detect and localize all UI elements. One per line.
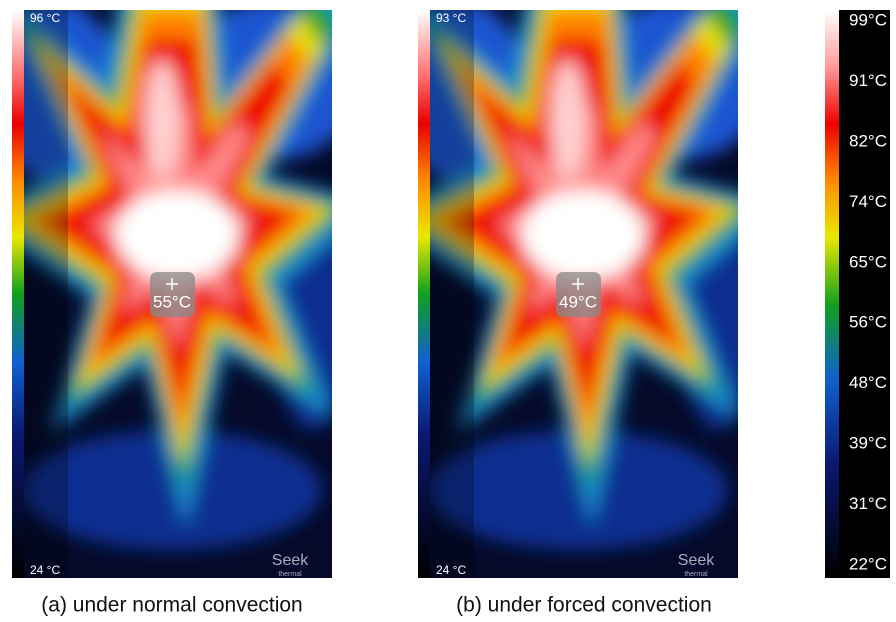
thermal-image: 96 °C 24 °C 55°C Seek thermal <box>0 0 375 578</box>
logo-sub: thermal <box>278 571 302 578</box>
thermal-image: 93 °C 24 °C 49°C Seek thermal <box>376 0 781 578</box>
colorbar-label: 31°C <box>849 494 887 513</box>
caption: (b) under forced convection <box>456 594 712 617</box>
spot-label: 49°C <box>559 292 597 311</box>
colorbar-label: 65°C <box>849 252 887 271</box>
max-label: 93 °C <box>436 11 466 25</box>
colorbar-label: 22°C <box>849 554 887 573</box>
max-label: 96 °C <box>30 11 60 25</box>
min-label: 24 °C <box>30 563 60 577</box>
colorbar-label: 91°C <box>849 71 887 90</box>
logo: Seek <box>678 552 715 569</box>
logo-sub: thermal <box>684 571 708 578</box>
colorbar-label: 48°C <box>849 373 887 392</box>
colorbar-label: 56°C <box>849 313 887 332</box>
min-label: 24 °C <box>436 563 466 577</box>
spot-label: 55°C <box>153 292 191 311</box>
colorbar-label: 82°C <box>849 131 887 150</box>
figure: 96 °C 24 °C 55°C Seek thermal (a) under … <box>0 0 896 622</box>
colorbar-label: 99°C <box>849 10 887 29</box>
colorbar-label: 39°C <box>849 434 887 453</box>
logo: Seek <box>272 552 309 569</box>
colorbar: 99°C 91°C 82°C 74°C 65°C 56°C 48°C 39°C 31°C 22°C <box>825 10 890 578</box>
colorbar-label: 74°C <box>849 192 887 211</box>
caption: (a) under normal convection <box>41 594 302 617</box>
